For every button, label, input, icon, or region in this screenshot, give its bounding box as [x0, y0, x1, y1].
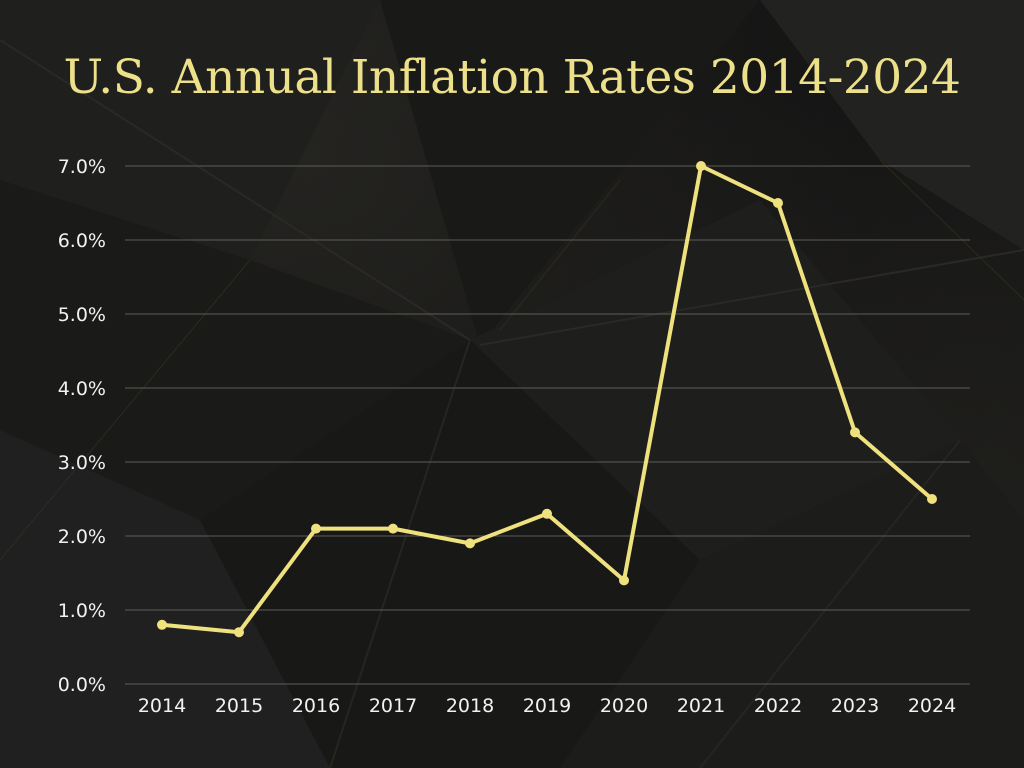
data-point: [619, 575, 629, 586]
bg-shard: [470, 200, 960, 560]
series-line: [160, 164, 934, 635]
bg-shard: [760, 0, 1024, 250]
chart-title: U.S. Annual Inflation Rates 2014-2024: [63, 50, 961, 105]
data-point: [388, 523, 398, 534]
bg-crease: [0, 39, 471, 341]
y-tick-label: 6.0%: [58, 230, 106, 252]
x-tick-label: 2020: [600, 695, 648, 717]
x-tick-label: 2023: [831, 695, 879, 717]
data-point: [311, 523, 321, 534]
bg-shard: [200, 340, 700, 768]
bg-shard: [380, 0, 760, 345]
y-tick-label: 5.0%: [58, 304, 106, 326]
x-tick-label: 2017: [369, 695, 417, 717]
x-tick-label: 2015: [215, 695, 263, 717]
data-point: [234, 627, 244, 638]
y-tick-label: 3.0%: [58, 452, 106, 474]
x-tick-label: 2024: [908, 695, 956, 717]
bg-gold-vein: [499, 179, 621, 331]
y-tick-label: 2.0%: [58, 526, 106, 548]
bg-shard: [0, 0, 380, 260]
bg-shard: [560, 440, 1024, 768]
data-point: [773, 198, 783, 208]
y-tick-label: 0.0%: [58, 674, 106, 696]
x-tick-label: 2019: [523, 695, 571, 717]
bg-gold-vein: [0, 259, 251, 561]
grid-lines: [125, 165, 970, 685]
data-point: [542, 508, 552, 519]
y-tick-label: 4.0%: [58, 378, 106, 400]
data-point: [927, 494, 937, 504]
x-tick-label: 2018: [446, 695, 494, 717]
x-tick-label: 2016: [292, 695, 340, 717]
y-tick-label: 7.0%: [58, 156, 106, 178]
y-tick-label: 1.0%: [58, 600, 106, 622]
x-tick-label: 2014: [138, 695, 186, 717]
data-point: [696, 161, 706, 171]
bg-shard: [0, 180, 470, 520]
data-point: [157, 619, 167, 630]
y-axis-ticks: 0.0% 1.0% 2.0% 3.0% 4.0% 5.0% 6.0% 7.0%: [58, 156, 106, 696]
x-tick-label: 2021: [677, 695, 725, 717]
series-layer: [157, 161, 937, 638]
bg-gold-vein: [879, 159, 1024, 301]
data-point: [465, 538, 475, 549]
bg-crease: [699, 439, 961, 768]
x-axis-ticks: 2014 2015 2016 2017 2018 2019 2020 2021 2022 2023…: [138, 695, 956, 717]
bg-crease: [329, 339, 471, 768]
x-tick-label: 2022: [754, 695, 802, 717]
bg-crease: [479, 249, 1024, 346]
data-point: [850, 427, 860, 438]
